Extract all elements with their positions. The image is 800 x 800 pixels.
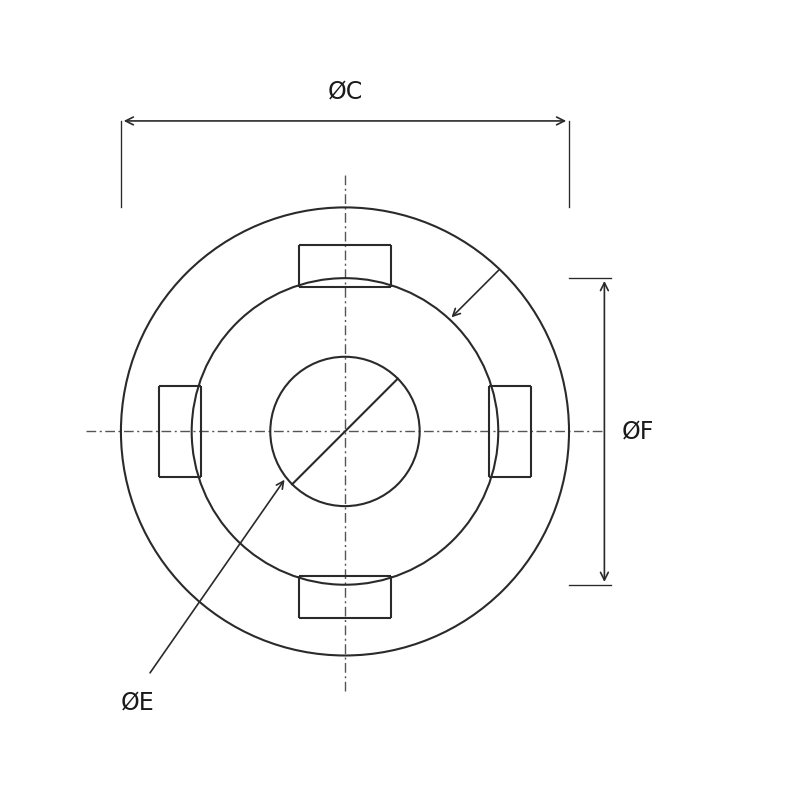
Text: ØF: ØF <box>622 419 654 443</box>
Text: ØE: ØE <box>121 690 154 714</box>
Text: ØC: ØC <box>327 80 362 104</box>
